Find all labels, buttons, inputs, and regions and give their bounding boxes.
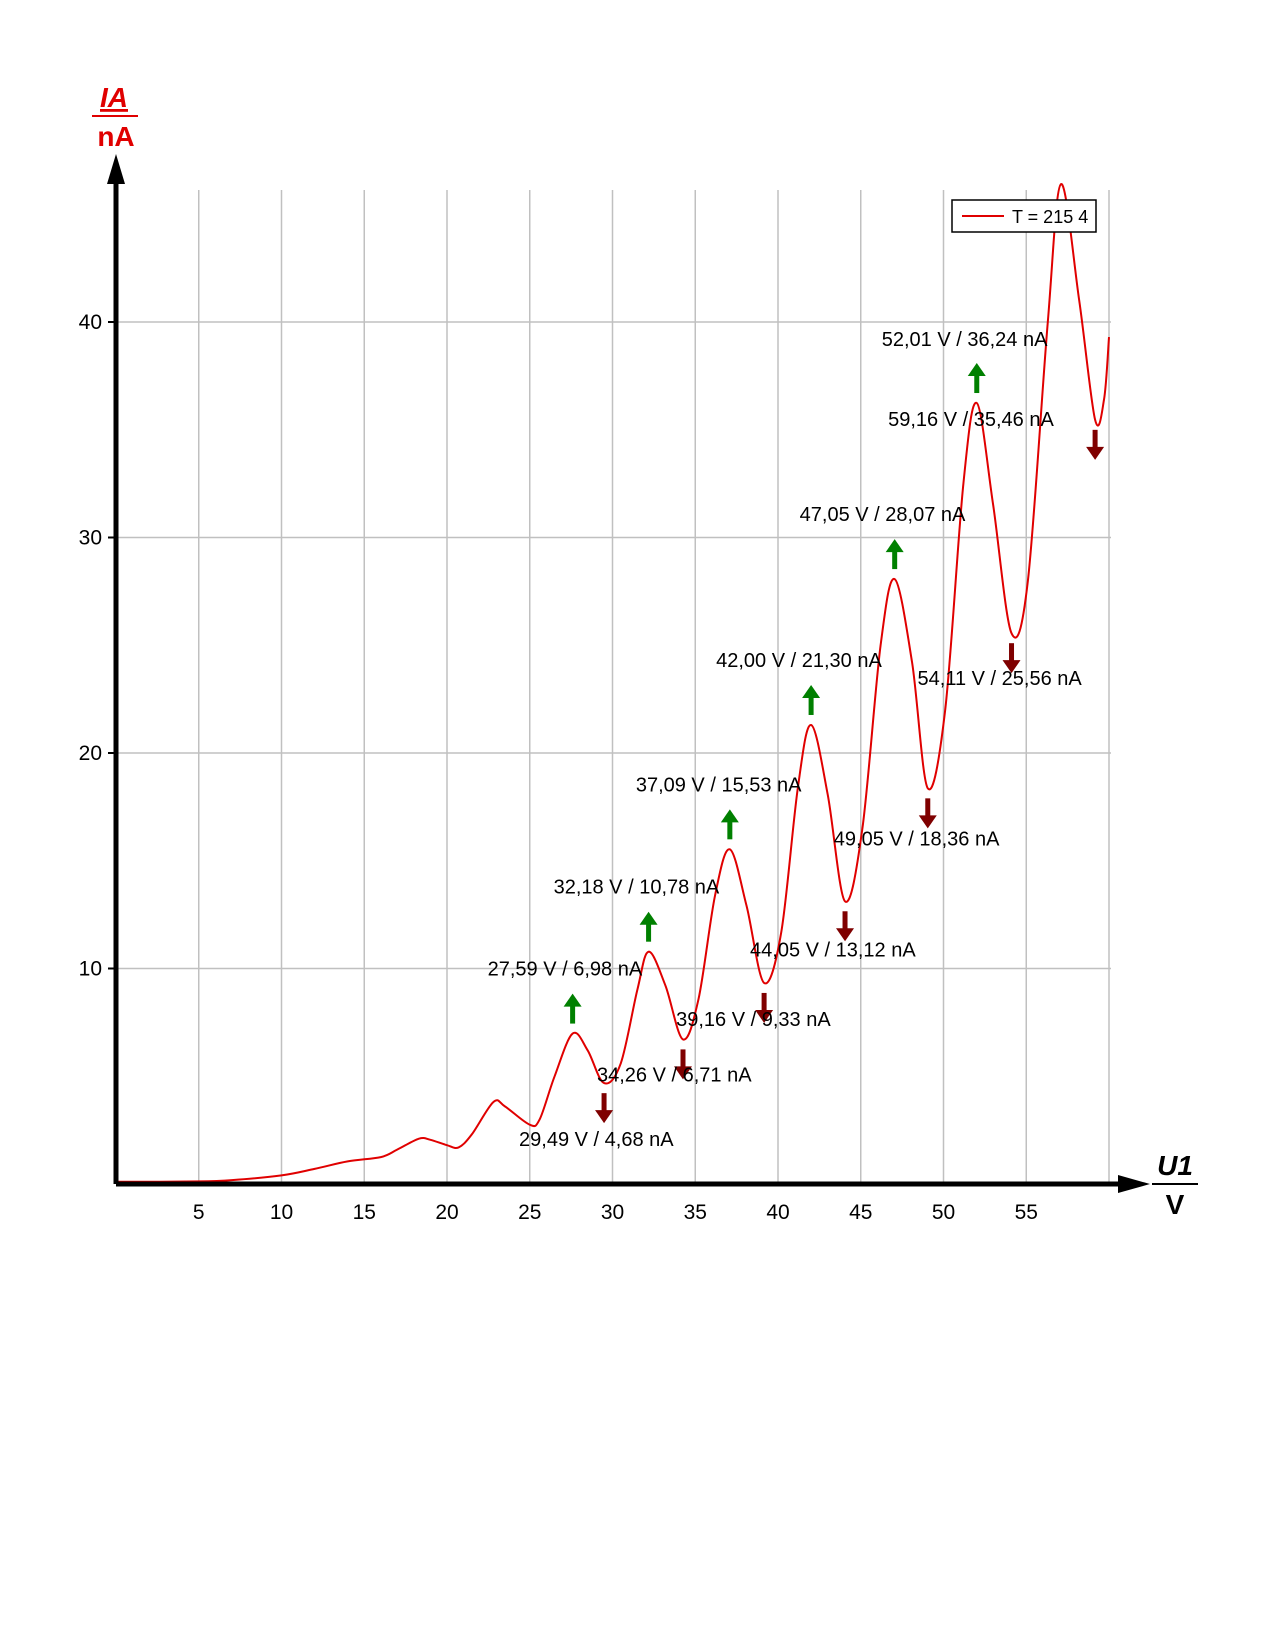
x-tick-label: 25 (518, 1201, 541, 1224)
min-arrow-head (595, 1110, 614, 1124)
min-arrow-head (1002, 660, 1021, 674)
min-annotation-label: 54,11 V / 25,56 nA (918, 668, 1083, 690)
y-tick-label: 30 (79, 527, 102, 550)
min-annotation-label: 59,16 V / 35,46 nA (888, 409, 1054, 431)
legend-label: T = 215 4 (1012, 207, 1088, 227)
axes (107, 154, 1150, 1193)
y-tick-label: 10 (79, 958, 102, 981)
x-tick-label: 35 (684, 1201, 707, 1224)
x-axis-arrowhead (1118, 1175, 1150, 1193)
x-tick-label: 10 (270, 1201, 293, 1224)
max-arrow-head (563, 993, 582, 1007)
min-arrow-head (836, 928, 855, 942)
min-annotation-label: 29,49 V / 4,68 nA (519, 1129, 674, 1151)
max-arrow-head (885, 539, 904, 553)
x-tick-label: 45 (849, 1201, 872, 1224)
max-arrow-head (639, 911, 658, 925)
min-annotation-label: 34,26 V / 6,71 nA (597, 1064, 752, 1086)
max-annotation-label: 42,00 V / 21,30 nA (716, 650, 882, 672)
max-annotation-label: 52,01 V / 36,24 nA (882, 329, 1048, 351)
legend: T = 215 4 (951, 199, 1097, 233)
min-annotation-label: 44,05 V / 13,12 nA (750, 939, 916, 961)
max-arrow-head (802, 684, 821, 698)
y-axis-symbol: IA (100, 82, 128, 113)
max-arrow-head (967, 363, 986, 377)
max-annotation-label: 47,05 V / 28,07 nA (800, 504, 966, 526)
min-arrow-head (755, 1009, 774, 1023)
min-annotation-label: 39,16 V / 9,33 nA (676, 1009, 831, 1031)
series-layer (115, 183, 1110, 1183)
x-tick-label: 15 (353, 1201, 376, 1224)
x-tick-label: 20 (435, 1201, 458, 1224)
min-annotation-label: 49,05 V / 18,36 nA (834, 828, 1000, 850)
x-tick-label: 50 (932, 1201, 955, 1224)
x-tick-label: 30 (601, 1201, 624, 1224)
y-axis-arrowhead (107, 154, 125, 184)
series-line (115, 183, 1110, 1183)
min-arrow-head (1086, 446, 1105, 460)
x-tick-label: 5 (193, 1201, 205, 1224)
y-axis-unit: nA (97, 121, 134, 152)
min-arrow-head (918, 815, 937, 829)
max-annotation-label: 27,59 V / 6,98 nA (488, 959, 643, 981)
y-tick-label: 20 (79, 742, 102, 765)
max-annotation-label: 37,09 V / 15,53 nA (636, 774, 802, 796)
x-tick-label: 40 (766, 1201, 789, 1224)
y-tick-label: 40 (79, 311, 102, 334)
min-arrow-head (674, 1066, 693, 1080)
x-axis-unit: V (1166, 1189, 1185, 1220)
max-annotation-label: 32,18 V / 10,78 nA (554, 877, 720, 899)
x-tick-label: 55 (1015, 1201, 1038, 1224)
annotation-layer: 27,59 V / 6,98 nA 29,49 V / 4,68 nA 32,18 … (488, 329, 1105, 1151)
max-arrow-head (720, 809, 739, 823)
grid-lines (116, 190, 1111, 1184)
x-axis-symbol: U1 (1157, 1150, 1193, 1181)
tick-labels: 5 10 15 20 25 30 35 40 45 50 55 10 20 30 40 (79, 311, 1038, 1224)
